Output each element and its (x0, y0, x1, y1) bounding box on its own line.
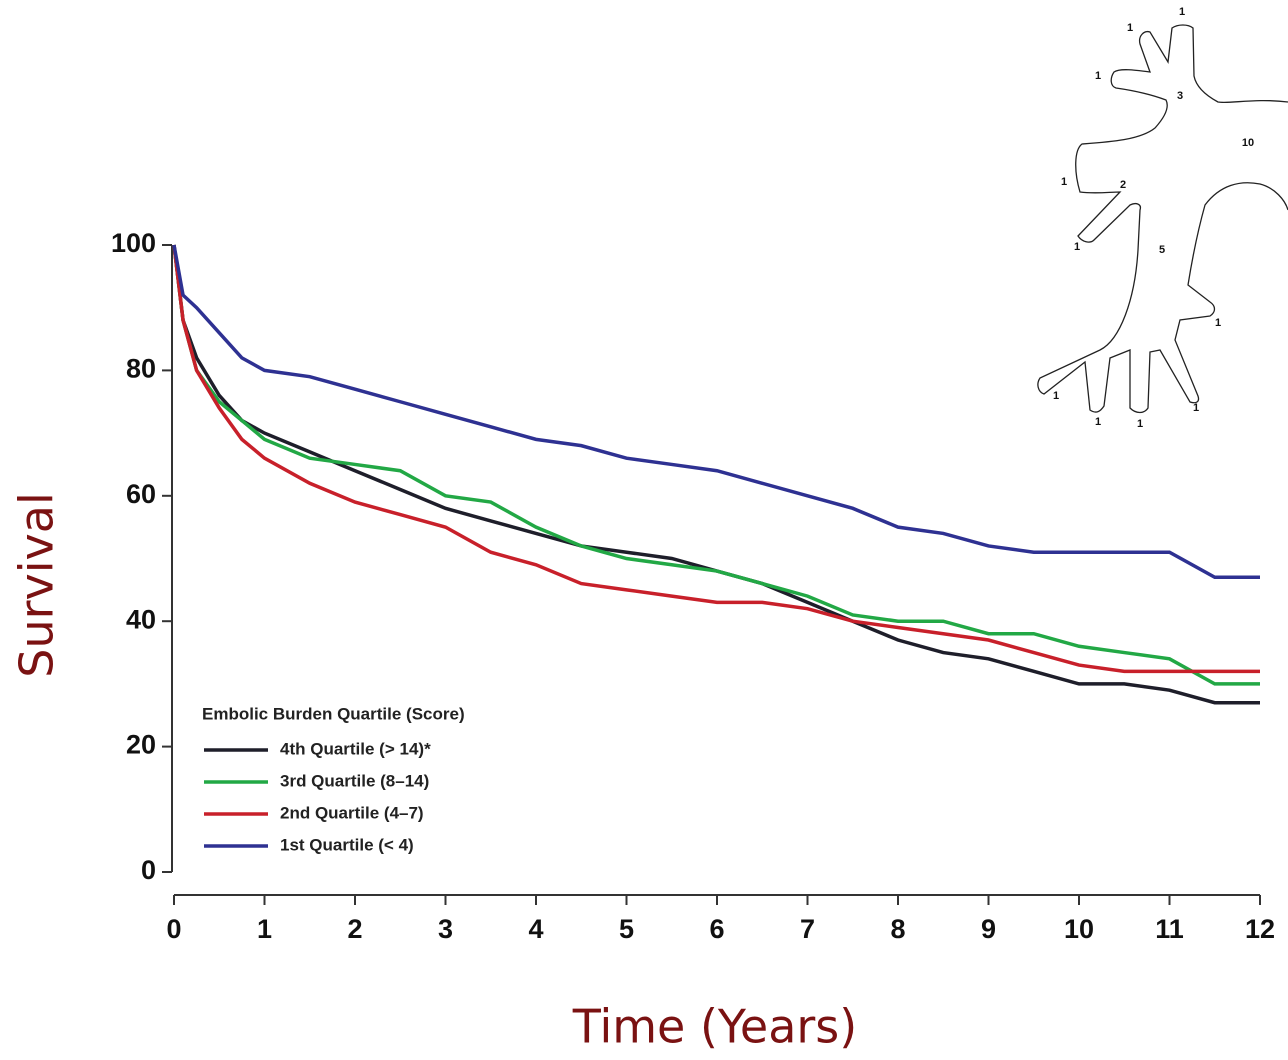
x-tick-label: 12 (1245, 914, 1275, 944)
x-tick-label: 6 (709, 914, 724, 944)
x-tick-label: 7 (800, 914, 815, 944)
diagram-label: 2 (1120, 179, 1126, 191)
diagram-label: 1 (1074, 241, 1080, 253)
x-tick-label: 9 (981, 914, 996, 944)
x-tick-label: 10 (1064, 914, 1094, 944)
y-tick-label: 0 (141, 855, 156, 885)
x-tick-label: 2 (347, 914, 362, 944)
diagram-label: 1 (1137, 418, 1143, 430)
x-tick-label: 0 (166, 914, 181, 944)
diagram-label: 1 (1179, 6, 1185, 18)
y-axis-title: Survival (10, 492, 64, 677)
legend-label: 4th Quartile (> 14)* (280, 739, 431, 758)
x-axis-title: Time (Years) (572, 1000, 857, 1054)
x-tick-label: 1 (257, 914, 272, 944)
bronchial-tree (1037, 24, 1288, 414)
diagram-label: 1 (1193, 402, 1199, 414)
y-tick-label: 80 (126, 354, 156, 384)
legend-label: 2nd Quartile (4–7) (280, 803, 424, 822)
survival-curve (172, 244, 1260, 686)
legend-label: 1st Quartile (< 4) (280, 835, 414, 854)
survival-curve (172, 244, 1260, 674)
x-tick-label: 8 (890, 914, 905, 944)
diagram-label: 1 (1127, 22, 1133, 34)
diagram-label: 1 (1215, 317, 1221, 329)
diagram-label: 1 (1053, 390, 1059, 402)
diagram-label: 1 (1095, 416, 1101, 428)
x-tick-label: 3 (438, 914, 453, 944)
x-tick-label: 11 (1155, 914, 1184, 944)
legend-title: Embolic Burden Quartile (Score) (202, 704, 465, 723)
y-tick-label: 40 (126, 604, 156, 634)
x-tick-label: 4 (528, 914, 543, 944)
x-tick-label: 5 (619, 914, 634, 944)
diagram-label: 5 (1159, 244, 1165, 256)
diagram-label: 3 (1177, 90, 1183, 102)
legend-label: 3rd Quartile (8–14) (280, 771, 429, 790)
diagram-label: 10 (1242, 137, 1254, 149)
y-tick-label: 20 (126, 730, 156, 760)
diagram-label: 1 (1095, 70, 1101, 82)
survival-curve (172, 244, 1260, 705)
y-tick-label: 60 (126, 479, 156, 509)
y-tick-label: 100 (111, 228, 156, 258)
diagram-label: 1 (1061, 176, 1067, 188)
survival-curve (172, 244, 1260, 580)
